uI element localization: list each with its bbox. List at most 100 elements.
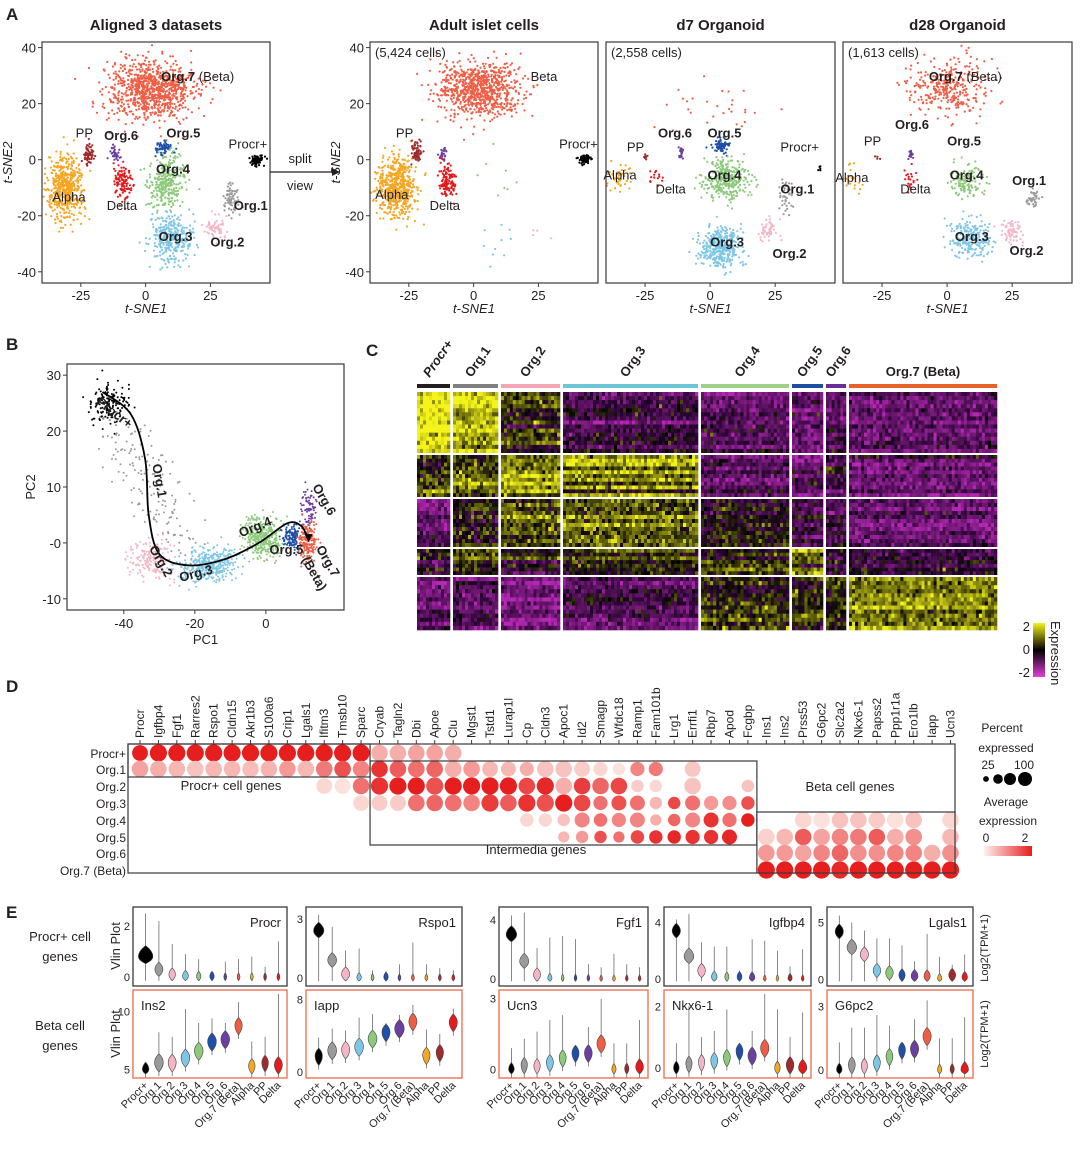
data-point (720, 183, 722, 185)
data-point (179, 100, 181, 102)
data-point (502, 89, 504, 91)
data-point (447, 79, 449, 81)
data-point (166, 90, 168, 92)
data-point (462, 81, 464, 83)
data-point (469, 86, 471, 88)
data-point (174, 155, 176, 157)
data-point (471, 88, 473, 90)
data-point (136, 91, 138, 93)
data-point (61, 167, 63, 169)
data-point (159, 94, 161, 96)
data-point (449, 75, 451, 77)
data-point (109, 77, 111, 79)
data-point (153, 97, 155, 99)
data-point (463, 139, 465, 141)
data-point (153, 250, 155, 252)
data-point (492, 98, 494, 100)
data-point (444, 116, 446, 118)
data-point (163, 260, 165, 262)
data-point (154, 177, 156, 179)
data-point (174, 194, 176, 196)
data-point (485, 83, 487, 85)
data-point (502, 107, 504, 109)
data-point (403, 163, 405, 165)
data-point (680, 149, 682, 151)
data-point (145, 90, 147, 92)
data-point (485, 104, 487, 106)
data-point (510, 238, 512, 240)
data-point (500, 86, 502, 88)
data-point (501, 79, 503, 81)
data-point (118, 119, 120, 121)
data-point (420, 190, 422, 192)
data-point (176, 199, 178, 201)
data-point (479, 99, 481, 101)
data-point (492, 63, 494, 65)
cluster-points (154, 139, 177, 157)
data-point (124, 107, 126, 109)
data-point (432, 100, 434, 102)
data-point (182, 118, 184, 120)
data-point (210, 102, 212, 104)
data-point (168, 107, 170, 109)
data-point (452, 61, 454, 63)
data-point (169, 105, 171, 107)
data-point (744, 187, 746, 189)
data-point (447, 187, 449, 189)
data-point (172, 180, 174, 182)
data-point (180, 95, 182, 97)
data-point (726, 148, 728, 150)
data-point (446, 60, 448, 62)
data-point (44, 173, 46, 175)
data-point (456, 97, 458, 99)
data-point (483, 65, 485, 67)
data-point (156, 255, 158, 257)
data-point (54, 218, 56, 220)
data-point (387, 179, 389, 181)
data-point (147, 106, 149, 108)
data-point (130, 187, 132, 189)
data-point (145, 101, 147, 103)
data-point (410, 181, 412, 183)
data-point (457, 86, 459, 88)
data-point (503, 103, 505, 105)
data-point (483, 129, 485, 131)
data-point (158, 65, 160, 67)
data-point (172, 63, 174, 65)
data-point (72, 175, 74, 177)
data-point (175, 187, 177, 189)
data-point (192, 213, 194, 215)
data-point (65, 158, 67, 160)
data-point (161, 53, 163, 55)
data-point (415, 156, 417, 158)
data-point (140, 66, 142, 68)
data-point (54, 184, 56, 186)
data-point (117, 94, 119, 96)
data-point (111, 147, 113, 149)
data-point (181, 246, 183, 248)
data-point (138, 105, 140, 107)
data-point (499, 88, 501, 90)
data-point (443, 169, 445, 171)
data-point (728, 184, 730, 186)
data-point (379, 217, 381, 219)
data-point (511, 109, 513, 111)
data-point (457, 61, 459, 63)
data-point (446, 87, 448, 89)
data-point (387, 175, 389, 177)
data-point (446, 67, 448, 69)
data-point (54, 209, 56, 211)
data-point (121, 96, 123, 98)
data-point (458, 82, 460, 84)
data-point (445, 171, 447, 173)
data-point (381, 182, 383, 184)
data-point (184, 106, 186, 108)
data-point (152, 68, 154, 70)
data-point (62, 227, 64, 229)
data-point (505, 105, 507, 107)
data-point (456, 90, 458, 92)
data-point (251, 160, 253, 162)
data-point (158, 151, 160, 153)
data-point (99, 90, 101, 92)
data-point (128, 170, 130, 172)
